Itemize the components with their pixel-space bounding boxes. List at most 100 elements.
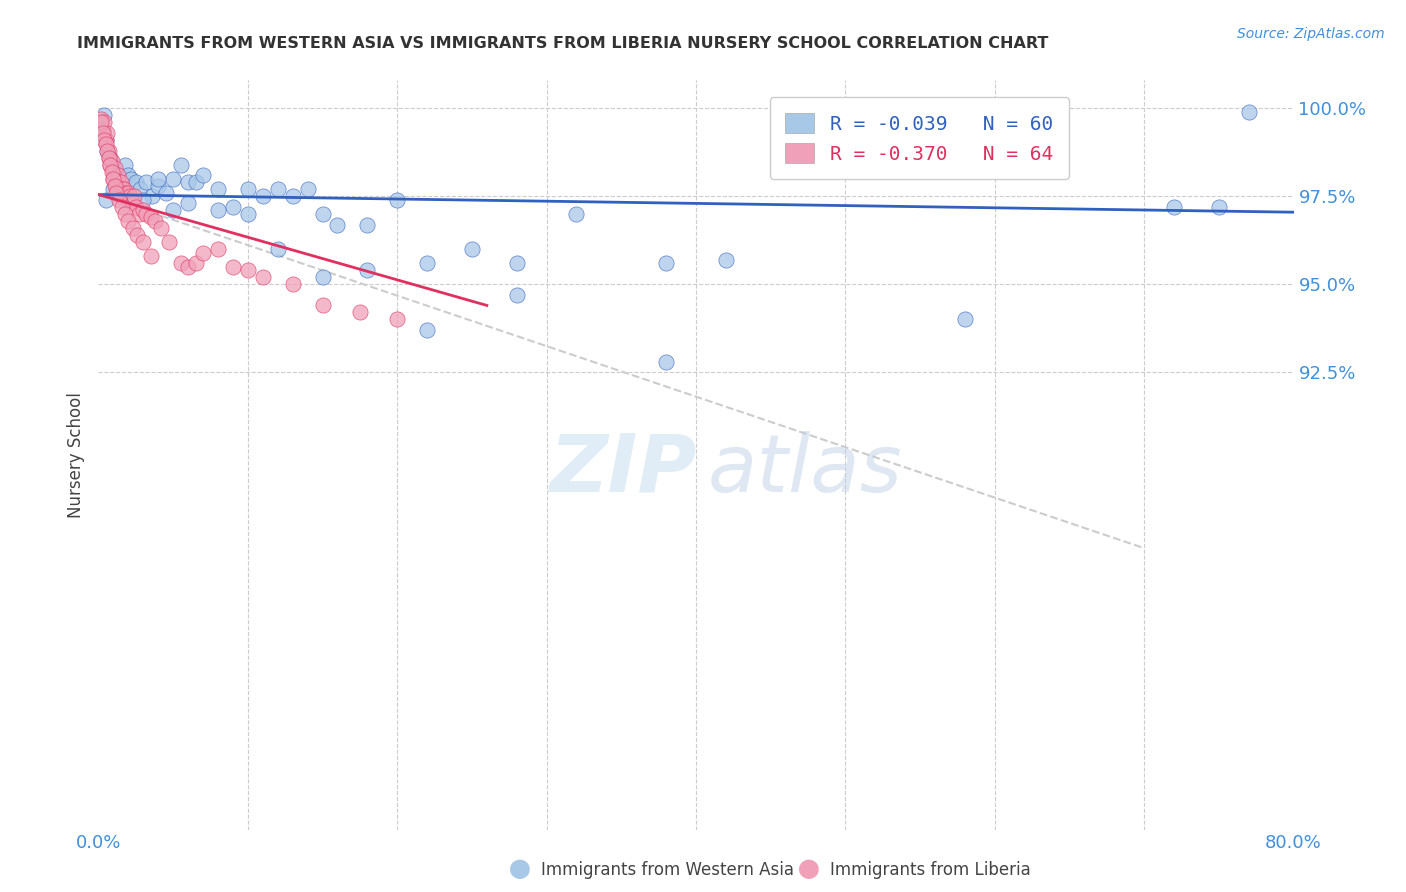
Point [110, 189, 132, 203]
Point [953, 312, 976, 326]
Point [349, 305, 371, 319]
Point [162, 203, 184, 218]
Point [236, 207, 259, 221]
Point [506, 288, 529, 302]
Point [125, 200, 148, 214]
Point [98, 158, 122, 172]
Point [155, 186, 177, 200]
Point [117, 168, 139, 182]
Point [132, 193, 155, 207]
Point [93, 108, 115, 122]
Point [114, 186, 136, 200]
Point [177, 260, 200, 274]
Point [416, 323, 439, 337]
Point [207, 203, 229, 218]
Point [565, 207, 588, 221]
Point [714, 252, 737, 267]
Point [1237, 104, 1260, 119]
Point [90, 112, 112, 126]
Point [162, 171, 184, 186]
Point [104, 161, 127, 176]
Point [96, 126, 118, 140]
Point [281, 277, 304, 292]
Point [207, 182, 229, 196]
Point [117, 186, 139, 200]
Point [120, 171, 142, 186]
Point [297, 182, 319, 196]
Point [356, 263, 378, 277]
Point [98, 158, 122, 172]
Point [121, 196, 143, 211]
Text: Immigrants from Liberia: Immigrants from Liberia [830, 861, 1031, 879]
Point [112, 182, 135, 196]
Point [132, 203, 155, 218]
Point [184, 256, 207, 270]
Point [1163, 200, 1185, 214]
Point [93, 115, 115, 129]
Point [108, 175, 131, 189]
Point [98, 151, 122, 165]
Point [94, 136, 117, 151]
Point [148, 171, 170, 186]
Text: ⬤: ⬤ [509, 860, 531, 880]
Point [169, 256, 191, 270]
Point [135, 207, 157, 221]
Point [114, 207, 136, 221]
Point [111, 200, 134, 214]
Point [222, 260, 245, 274]
Point [93, 133, 115, 147]
Point [135, 175, 157, 189]
Point [281, 189, 304, 203]
Point [416, 256, 439, 270]
Point [115, 189, 138, 203]
Point [125, 175, 148, 189]
Point [150, 221, 173, 235]
Text: IMMIGRANTS FROM WESTERN ASIA VS IMMIGRANTS FROM LIBERIA NURSERY SCHOOL CORRELATI: IMMIGRANTS FROM WESTERN ASIA VS IMMIGRAN… [77, 36, 1049, 51]
Point [184, 175, 207, 189]
Point [124, 189, 146, 203]
Point [655, 256, 678, 270]
Text: Source: ZipAtlas.com: Source: ZipAtlas.com [1237, 27, 1385, 41]
Point [97, 144, 120, 158]
Point [169, 158, 191, 172]
Point [117, 193, 139, 207]
Point [105, 171, 128, 186]
Point [236, 182, 259, 196]
Point [97, 151, 120, 165]
Point [103, 171, 125, 186]
Point [267, 242, 290, 256]
Point [191, 245, 214, 260]
Point [114, 158, 136, 172]
Point [90, 115, 112, 129]
Point [96, 144, 118, 158]
Point [108, 171, 131, 186]
Point [108, 193, 131, 207]
Point [356, 218, 378, 232]
Point [96, 144, 118, 158]
Point [157, 235, 180, 249]
Point [127, 228, 149, 243]
Point [117, 214, 139, 228]
Point [311, 207, 333, 221]
Point [1208, 200, 1230, 214]
Point [120, 193, 142, 207]
Point [107, 168, 129, 182]
Point [129, 182, 152, 196]
Point [101, 165, 124, 179]
Point [177, 196, 200, 211]
Point [139, 249, 162, 263]
Point [267, 182, 290, 196]
Point [236, 263, 259, 277]
Point [311, 298, 333, 312]
Point [101, 154, 124, 169]
Point [103, 171, 125, 186]
Point [326, 218, 349, 232]
Point [506, 256, 529, 270]
Point [121, 221, 143, 235]
Text: ZIP: ZIP [548, 431, 696, 509]
Point [222, 200, 245, 214]
Point [103, 161, 125, 176]
Point [177, 175, 200, 189]
Point [252, 189, 274, 203]
Point [385, 312, 409, 326]
